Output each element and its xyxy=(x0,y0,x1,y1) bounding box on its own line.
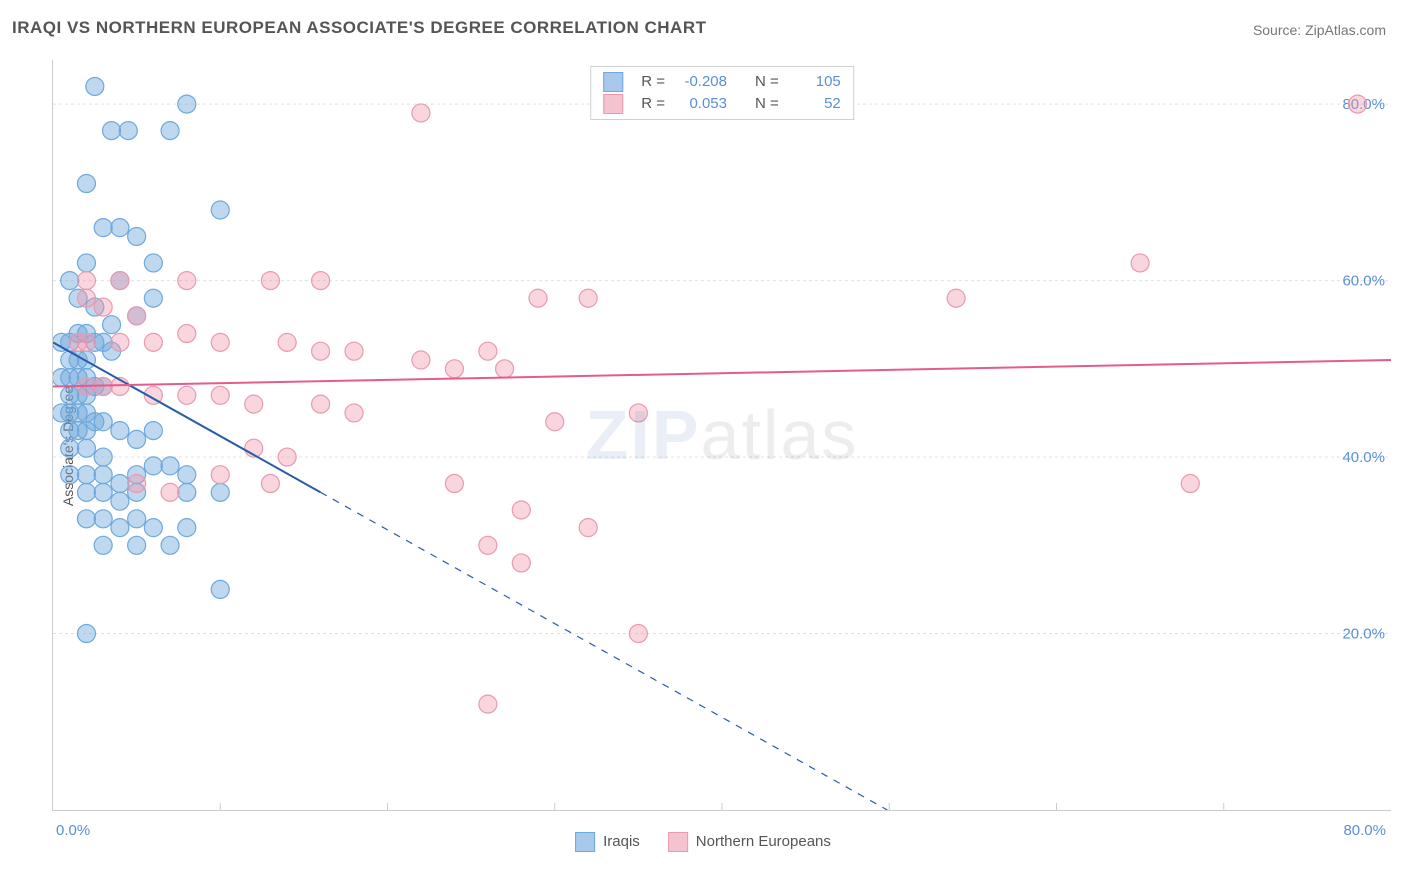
correlation-legend: R = -0.208 N = 105 R = 0.053 N = 52 xyxy=(590,66,854,120)
r-label-0: R = xyxy=(641,71,665,93)
source-name: ZipAtlas.com xyxy=(1305,22,1386,38)
legend-swatch-1 xyxy=(603,94,623,114)
n-label-0: N = xyxy=(755,71,779,93)
chart-container: IRAQI VS NORTHERN EUROPEAN ASSOCIATE'S D… xyxy=(0,0,1406,892)
legend-row-0: R = -0.208 N = 105 xyxy=(603,71,841,93)
legend-label-1: Northern Europeans xyxy=(696,833,831,850)
n-label-1: N = xyxy=(755,93,779,115)
source-prefix: Source: xyxy=(1253,22,1305,38)
r-label-1: R = xyxy=(641,93,665,115)
plot-area: 20.0%40.0%60.0%80.0% ZIPatlas R = -0.208… xyxy=(52,60,1391,811)
x-min-label: 0.0% xyxy=(56,822,90,839)
legend-item-0: Iraqis xyxy=(575,832,640,852)
legend-swatch-0 xyxy=(603,72,623,92)
x-max-label: 80.0% xyxy=(1343,822,1386,839)
legend-row-1: R = 0.053 N = 52 xyxy=(603,93,841,115)
svg-text:20.0%: 20.0% xyxy=(1342,626,1385,643)
n-value-1: 52 xyxy=(789,93,841,115)
r-value-0: -0.208 xyxy=(675,71,727,93)
svg-text:60.0%: 60.0% xyxy=(1342,273,1385,290)
chart-svg: 20.0%40.0%60.0%80.0% xyxy=(53,60,1391,810)
chart-title: IRAQI VS NORTHERN EUROPEAN ASSOCIATE'S D… xyxy=(12,18,707,38)
r-value-1: 0.053 xyxy=(675,93,727,115)
legend-item-1: Northern Europeans xyxy=(668,832,831,852)
legend-swatch-iraqis xyxy=(575,832,595,852)
n-value-0: 105 xyxy=(789,71,841,93)
series-legend: Iraqis Northern Europeans xyxy=(575,832,831,852)
source-label: Source: ZipAtlas.com xyxy=(1253,22,1386,38)
legend-swatch-northern-europeans xyxy=(668,832,688,852)
svg-text:40.0%: 40.0% xyxy=(1342,449,1385,466)
legend-label-0: Iraqis xyxy=(603,833,640,850)
